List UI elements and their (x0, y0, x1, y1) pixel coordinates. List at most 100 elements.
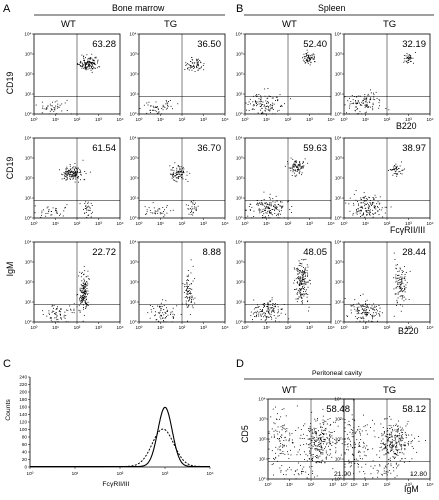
event-dot (177, 172, 179, 174)
event-dot (365, 315, 367, 317)
event-dot (276, 209, 278, 210)
event-dot (322, 415, 324, 417)
event-dot (297, 282, 299, 284)
event-dot (76, 176, 78, 178)
event-dot (290, 157, 292, 159)
event-dot (400, 449, 402, 451)
event-dot (318, 462, 320, 463)
event-dot (359, 104, 361, 106)
event-dot (303, 271, 305, 272)
event-dot (167, 309, 168, 311)
event-dot (401, 452, 403, 454)
event-dot (280, 205, 282, 207)
event-dot (167, 102, 169, 104)
event-dot (60, 314, 61, 316)
event-dot (51, 304, 53, 306)
event-dot (295, 430, 297, 431)
event-dot (186, 306, 188, 308)
event-dot (268, 208, 270, 209)
event-dot (400, 445, 402, 447)
event-dot (385, 446, 387, 448)
event-dot (385, 453, 387, 455)
event-dot (91, 57, 93, 59)
plot-d-tg-title: TG (383, 385, 396, 396)
y-tick-label: 10³ (130, 156, 137, 161)
event-dot (175, 180, 177, 182)
x-tick-label: 10² (384, 482, 391, 487)
event-dot (392, 174, 394, 176)
event-dot (187, 270, 189, 271)
event-dot (405, 58, 407, 59)
event-dot (347, 443, 349, 445)
event-dot (263, 199, 265, 200)
event-dot (404, 288, 406, 290)
event-dot (387, 439, 389, 440)
event-dot (79, 62, 81, 64)
event-dot (297, 267, 298, 269)
event-dot (316, 436, 318, 438)
event-dot (162, 212, 164, 214)
event-dot (256, 315, 257, 317)
event-dot (374, 465, 376, 467)
event-dot (303, 438, 305, 439)
event-dot (398, 464, 400, 466)
event-dot (80, 296, 81, 298)
event-dot (404, 448, 406, 449)
event-dot (311, 54, 313, 56)
event-dot (357, 318, 358, 320)
event-dot (364, 425, 366, 427)
event-dot (399, 426, 401, 428)
event-dot (377, 476, 379, 478)
event-dot (195, 206, 197, 208)
event-dot (175, 175, 177, 176)
event-dot (156, 319, 158, 320)
event-dot (162, 109, 164, 111)
event-dot (186, 296, 188, 298)
event-dot (367, 209, 369, 211)
event-dot (84, 63, 86, 65)
event-dot (181, 171, 182, 173)
event-dot (283, 440, 285, 441)
event-dot (81, 271, 83, 273)
event-dot (76, 306, 78, 308)
event-dot (267, 307, 269, 309)
event-dot (303, 288, 304, 290)
event-dot (390, 434, 392, 435)
event-dot (301, 272, 303, 274)
event-dot (75, 171, 76, 173)
event-dot (65, 321, 67, 323)
event-dot (365, 463, 367, 465)
event-dot (196, 66, 197, 68)
event-dot (299, 280, 301, 282)
event-dot (322, 459, 324, 461)
event-dot (253, 210, 255, 212)
event-dot (278, 315, 280, 317)
event-dot (91, 205, 93, 206)
event-dot (303, 259, 305, 261)
y-tick-label: 10¹ (335, 457, 342, 462)
event-dot (267, 316, 269, 318)
event-dot (369, 99, 371, 101)
event-dot (301, 174, 302, 176)
event-dot (391, 427, 393, 429)
event-dot (296, 301, 298, 303)
event-dot (395, 267, 397, 269)
event-dot (353, 203, 354, 205)
y-tick-label: 10⁴ (334, 240, 341, 245)
event-dot (46, 108, 48, 110)
event-dot (87, 63, 89, 65)
event-dot (298, 462, 299, 464)
event-dot (77, 177, 79, 179)
event-dot (354, 419, 356, 421)
event-dot (398, 420, 399, 422)
event-dot (281, 105, 283, 107)
event-dot (348, 459, 350, 461)
event-dot (311, 444, 313, 446)
event-dot (171, 173, 173, 175)
event-dot (181, 170, 183, 172)
event-dot (311, 458, 313, 460)
event-dot (82, 295, 84, 296)
event-dot (395, 163, 397, 165)
y-tick-label: 10² (25, 176, 32, 181)
event-dot (83, 308, 84, 310)
